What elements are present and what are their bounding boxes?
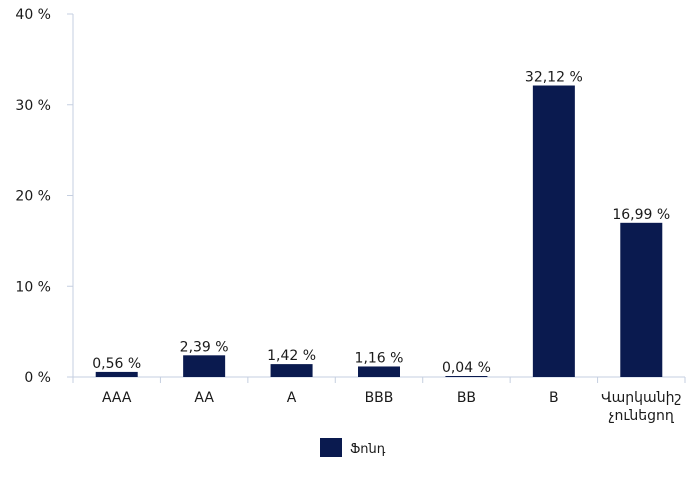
bar bbox=[358, 366, 400, 377]
chart-axes bbox=[72, 14, 685, 378]
data-label: 2,39 % bbox=[180, 339, 229, 355]
legend-swatch bbox=[320, 438, 342, 457]
x-tick-label: AA bbox=[194, 390, 214, 406]
bar bbox=[620, 222, 663, 377]
data-labels: 0,56 % 2,39 % 1,42 % 1,16 % 0,04 % 32,12 % 16,… bbox=[92, 70, 670, 376]
x-tick-label: AAA bbox=[102, 390, 132, 406]
x-tick-label: BB bbox=[457, 390, 476, 406]
x-axis-ticks: AAA AA A BBB BB B Վարկանիշ չունեցող bbox=[72, 377, 686, 424]
y-tick-label: 20 % bbox=[15, 189, 51, 205]
x-tick-label: B bbox=[549, 390, 559, 406]
data-label: 32,12 % bbox=[525, 70, 583, 86]
y-tick-label: 30 % bbox=[15, 98, 51, 114]
bar bbox=[95, 371, 138, 377]
x-tick-label: Վարկանիշ չունեցող bbox=[601, 390, 681, 424]
bar bbox=[445, 376, 488, 377]
bar bbox=[532, 85, 575, 378]
bars bbox=[95, 85, 663, 378]
legend: Ֆոնդ bbox=[320, 438, 386, 457]
y-tick-label: 40 % bbox=[15, 7, 51, 23]
legend-label: Ֆոնդ bbox=[350, 442, 386, 457]
x-tick-label: A bbox=[287, 390, 297, 406]
data-label: 1,16 % bbox=[355, 350, 404, 366]
data-label: 1,42 % bbox=[267, 348, 316, 364]
bar bbox=[270, 364, 313, 377]
bar bbox=[183, 355, 226, 377]
data-label: 16,99 % bbox=[612, 207, 670, 223]
data-label: 0,04 % bbox=[442, 360, 491, 376]
x-tick-label: BBB bbox=[365, 390, 394, 406]
y-axis-ticks: 0 % 10 % 20 % 30 % 40 % bbox=[15, 7, 73, 386]
data-label: 0,56 % bbox=[92, 356, 141, 372]
y-tick-label: 0 % bbox=[24, 370, 51, 386]
y-tick-label: 10 % bbox=[15, 279, 51, 295]
